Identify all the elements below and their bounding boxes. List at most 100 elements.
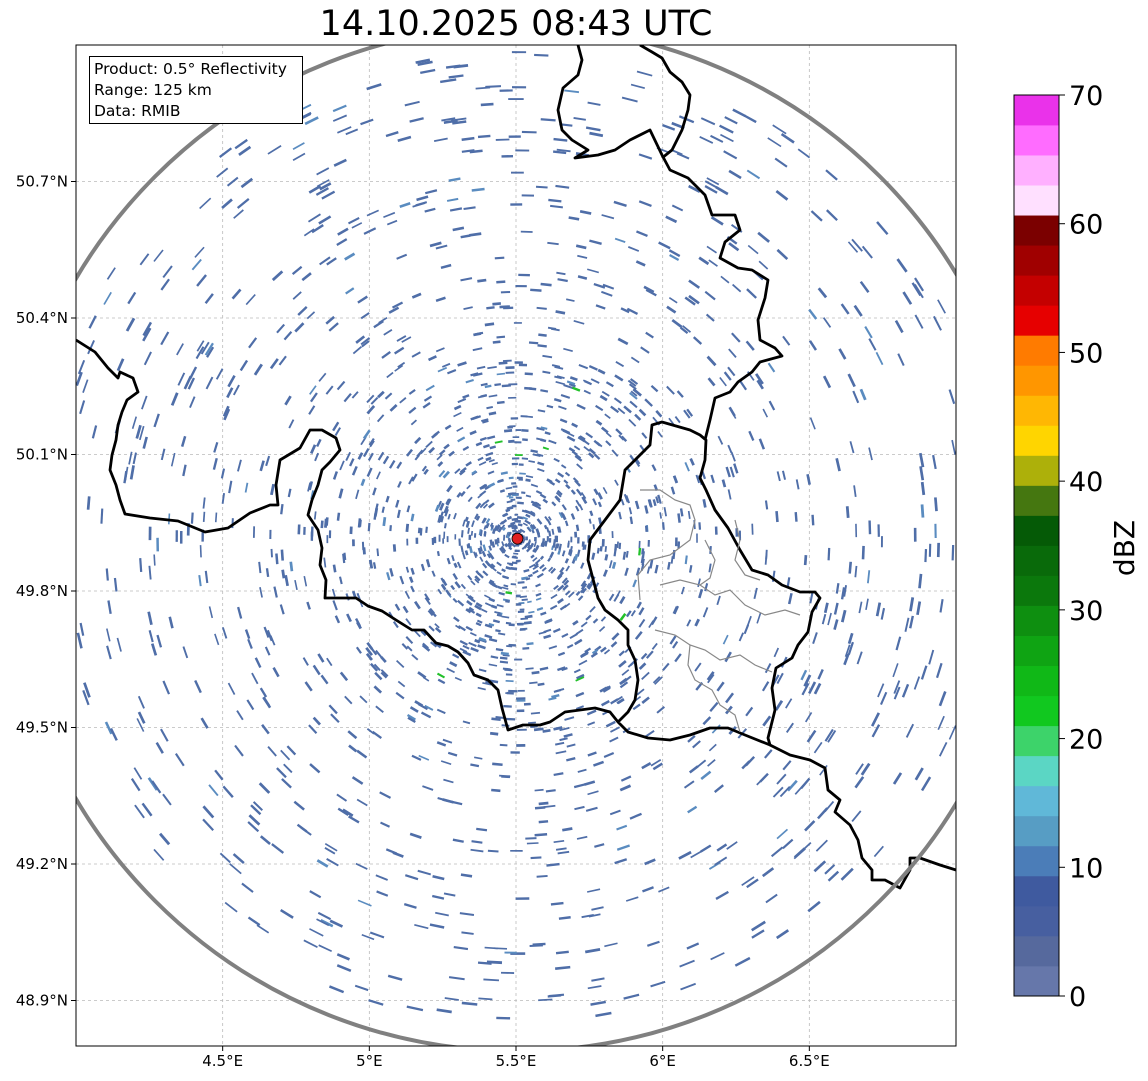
echo-cell <box>471 187 485 192</box>
echo-cell <box>512 494 518 497</box>
echo-cell <box>588 448 596 455</box>
echo-cell <box>380 655 387 663</box>
echo-cell <box>457 599 465 607</box>
echo-cell <box>512 436 520 439</box>
echo-cell <box>378 316 388 324</box>
echo-cell <box>515 594 521 598</box>
echo-cell <box>847 241 859 253</box>
echo-cell <box>498 632 506 636</box>
echo-cell <box>507 522 515 529</box>
echo-cell <box>142 321 153 337</box>
echo-cell <box>516 744 526 747</box>
echo-cell <box>698 256 710 266</box>
colorbar-tick-label-0: 0 <box>1069 982 1086 1013</box>
echo-cell <box>514 658 523 661</box>
echo-cell <box>366 83 382 91</box>
echo-cell <box>455 624 461 630</box>
echo-cell <box>303 575 308 587</box>
colorbar-tick-label-6: 60 <box>1069 210 1103 241</box>
echo-cell <box>328 985 345 994</box>
echo-cell <box>457 625 466 632</box>
echo-cell <box>366 467 373 477</box>
echo-cell <box>709 701 719 712</box>
echo-cell <box>466 544 470 549</box>
echo-cell <box>486 405 494 410</box>
echo-cell <box>417 60 433 67</box>
echo-cell <box>536 874 548 878</box>
echo-cell <box>134 804 145 819</box>
echo-cell <box>835 582 840 594</box>
echo-cell <box>397 361 406 368</box>
echo-cell <box>392 544 397 552</box>
echo-cell <box>529 525 535 531</box>
echo-cell <box>661 522 665 530</box>
echo-cell <box>619 595 626 605</box>
echo-cell <box>404 874 419 881</box>
country-borders <box>76 45 956 890</box>
echo-cell <box>555 184 570 189</box>
echo-cell <box>221 627 228 639</box>
echo-cell <box>444 508 449 517</box>
echo-cell <box>499 489 506 493</box>
echo-cell <box>579 435 586 440</box>
echo-cell <box>406 713 416 721</box>
echo-cell <box>571 386 581 392</box>
echo-cell <box>507 531 512 537</box>
echo-cell <box>649 559 654 569</box>
lat-tick-label-2: 50.1°N <box>16 446 68 464</box>
echo-cell <box>702 499 707 508</box>
echo-cell <box>523 620 532 625</box>
echo-cell <box>806 473 811 485</box>
echo-cell <box>572 477 579 484</box>
colorbar-segment-4 <box>1014 845 1059 877</box>
echo-cell <box>523 542 530 549</box>
echo-cell <box>508 383 518 386</box>
echo-cell <box>728 348 737 358</box>
echo-cell <box>559 727 570 732</box>
echo-cell <box>436 708 446 715</box>
echo-cell <box>715 890 729 900</box>
echo-cell <box>474 552 478 557</box>
echo-cell <box>320 520 324 529</box>
echo-cell <box>581 587 587 594</box>
echo-cell <box>443 778 454 784</box>
echo-cell <box>360 337 371 346</box>
echo-cell <box>658 886 670 893</box>
echo-cell <box>396 659 405 669</box>
echo-cell <box>168 616 174 629</box>
echo-cell <box>446 536 449 543</box>
echo-cell <box>827 547 831 561</box>
echo-cell <box>638 607 645 616</box>
colorbar-segment-20 <box>1014 365 1059 396</box>
echo-cell <box>811 514 815 526</box>
echo-cell <box>505 486 513 490</box>
echo-cell <box>332 471 339 480</box>
echo-cell <box>764 749 773 759</box>
echo-cell <box>640 346 650 354</box>
echo-cell <box>377 390 385 399</box>
echo-cell <box>530 554 535 559</box>
echo-cell <box>640 652 648 660</box>
echo-cell <box>706 671 715 681</box>
echo-cell <box>488 663 498 667</box>
echo-cell <box>601 290 613 297</box>
echo-cell <box>325 315 335 325</box>
echo-cell <box>514 361 523 364</box>
echo-cell <box>871 724 881 738</box>
echo-cell <box>573 117 586 121</box>
echo-cell <box>501 541 505 547</box>
echo-cell <box>594 843 605 848</box>
echo-cell <box>502 359 512 363</box>
echo-cell <box>488 552 495 560</box>
echo-cell <box>610 405 620 414</box>
echo-cell <box>506 515 513 521</box>
echo-cell <box>601 539 605 547</box>
echo-cell <box>481 562 488 569</box>
echo-cell <box>204 570 209 584</box>
echo-cell <box>566 298 575 302</box>
echo-cell <box>822 317 832 328</box>
echo-cell <box>525 667 534 670</box>
echo-cell <box>566 757 576 762</box>
echo-cell <box>506 691 514 695</box>
echo-cell <box>717 435 724 445</box>
